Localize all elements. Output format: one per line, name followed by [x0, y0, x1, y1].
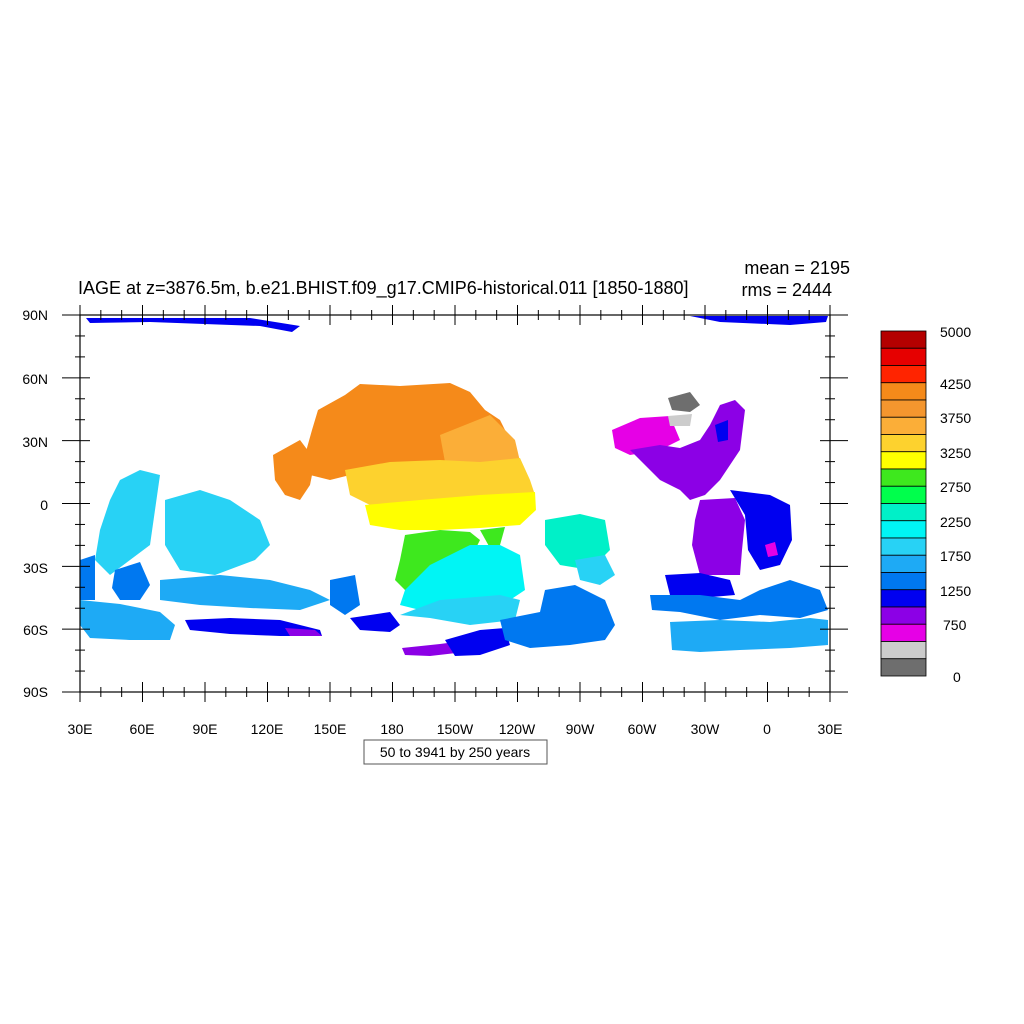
lon-label-30e-east: 30E [818, 721, 843, 737]
plot-title: IAGE at z=3876.5m, b.e21.BHIST.f09_g17.C… [78, 278, 689, 299]
mean-value: mean = 2195 [744, 258, 850, 278]
colorbar-box [880, 399, 927, 418]
colorbar-box [880, 554, 927, 573]
colorbar-box [880, 658, 927, 677]
region-indian-south [160, 575, 330, 610]
region-west-pacific [273, 440, 315, 500]
colorbar-box [880, 451, 927, 470]
colorbar-box [880, 485, 927, 504]
region-coral-sea [545, 514, 610, 570]
ocean-age-field [80, 316, 828, 656]
lon-label-60w: 60W [628, 721, 658, 737]
region-angola-basin [765, 542, 778, 557]
colorbar-box [880, 434, 927, 453]
colorbar-labels: 5000 4250 3750 3250 2750 2250 1750 1250 … [940, 324, 971, 685]
contour-info: 50 to 3941 by 250 years [380, 744, 530, 760]
region-south-pacific-light [400, 595, 520, 625]
lat-label-90n: 90N [22, 307, 48, 323]
colorbar-label-2750: 2750 [940, 479, 971, 495]
colorbar-label-750: 750 [943, 617, 967, 633]
colorbar-label-1750: 1750 [940, 548, 971, 564]
lon-label-150e: 150E [314, 721, 347, 737]
colorbar-box [880, 365, 927, 384]
region-north-pacific-east [440, 415, 522, 470]
region-pacific-mid [345, 458, 535, 505]
contour-info-box [363, 739, 548, 765]
lat-labels: 90N 60N 30N 0 30S 60S 90S [22, 307, 48, 700]
region-south-pacific-green-small [480, 527, 505, 548]
colorbar-label-2250: 2250 [940, 514, 971, 530]
lon-label-90e: 90E [193, 721, 218, 737]
region-southern-ocean-3 [350, 612, 400, 632]
region-coral-sea-light [575, 555, 615, 585]
region-sw-indian [80, 600, 175, 640]
region-labrador-sea [612, 416, 680, 455]
colorbar-label-5000: 5000 [940, 324, 971, 340]
colorbar-box [880, 641, 927, 660]
colorbar-box [880, 520, 927, 539]
lat-label-eq: 0 [40, 497, 48, 513]
region-west-edge [80, 555, 95, 600]
region-equatorial-pacific [365, 492, 536, 530]
region-south-atlantic-deep [650, 580, 828, 620]
region-south-pacific-green [395, 530, 480, 590]
lat-label-60n: 60N [22, 371, 48, 387]
lat-label-30s: 30S [23, 560, 48, 576]
lon-labels: 30E 60E 90E 120E 150E 180 150W 120W 90W … [68, 721, 843, 737]
colorbar-box [880, 330, 927, 349]
lat-label-90s: 90S [23, 684, 48, 700]
colorbar-box [880, 347, 927, 366]
lon-label-180: 180 [380, 721, 404, 737]
lat-label-30n: 30N [22, 434, 48, 450]
lon-label-120w: 120W [499, 721, 536, 737]
region-south-pacific-cyan [400, 545, 525, 610]
region-south-pacific-deep [500, 585, 615, 648]
colorbar-label-0: 0 [953, 669, 961, 685]
region-indian-west [95, 470, 160, 575]
region-greenland-sea [668, 392, 700, 412]
colorbar-box [880, 572, 927, 591]
region-indian-central [165, 490, 270, 575]
colorbar-label-3250: 3250 [940, 445, 971, 461]
region-indian-deep [112, 562, 150, 600]
region-north-atlantic-edge [715, 420, 728, 442]
region-southern-ocean-2 [285, 628, 322, 636]
region-arctic-west [86, 318, 300, 332]
region-antarctic-atlantic [670, 618, 828, 652]
colorbar-box [880, 416, 927, 435]
lon-label-60e: 60E [130, 721, 155, 737]
colorbar-box [880, 382, 927, 401]
lon-label-30w: 30W [691, 721, 721, 737]
colorbar-box [880, 503, 927, 522]
colorbar-box [880, 623, 927, 642]
lon-label-0: 0 [763, 721, 771, 737]
region-greenland-light [668, 414, 692, 426]
lat-label-60s: 60S [23, 622, 48, 638]
lon-label-150w: 150W [437, 721, 474, 737]
region-south-atlantic [692, 498, 745, 575]
region-ross-sea-blue [445, 628, 510, 656]
colorbar-box [880, 468, 927, 487]
axis-ticks [62, 305, 848, 702]
colorbar [880, 330, 927, 677]
region-argentine-basin [665, 573, 735, 598]
colorbar-box [880, 606, 927, 625]
rms-value: rms = 2444 [741, 280, 832, 300]
colorbar-box [880, 537, 927, 556]
region-southern-ocean-4 [330, 575, 360, 615]
colorbar-label-1250: 1250 [940, 583, 971, 599]
colorbar-label-4250: 4250 [940, 376, 971, 392]
colorbar-box [880, 589, 927, 608]
lon-label-30e: 30E [68, 721, 93, 737]
lon-label-90w: 90W [566, 721, 596, 737]
colorbar-label-3750: 3750 [940, 410, 971, 426]
lon-label-120e: 120E [251, 721, 284, 737]
region-arctic-east [690, 316, 828, 325]
